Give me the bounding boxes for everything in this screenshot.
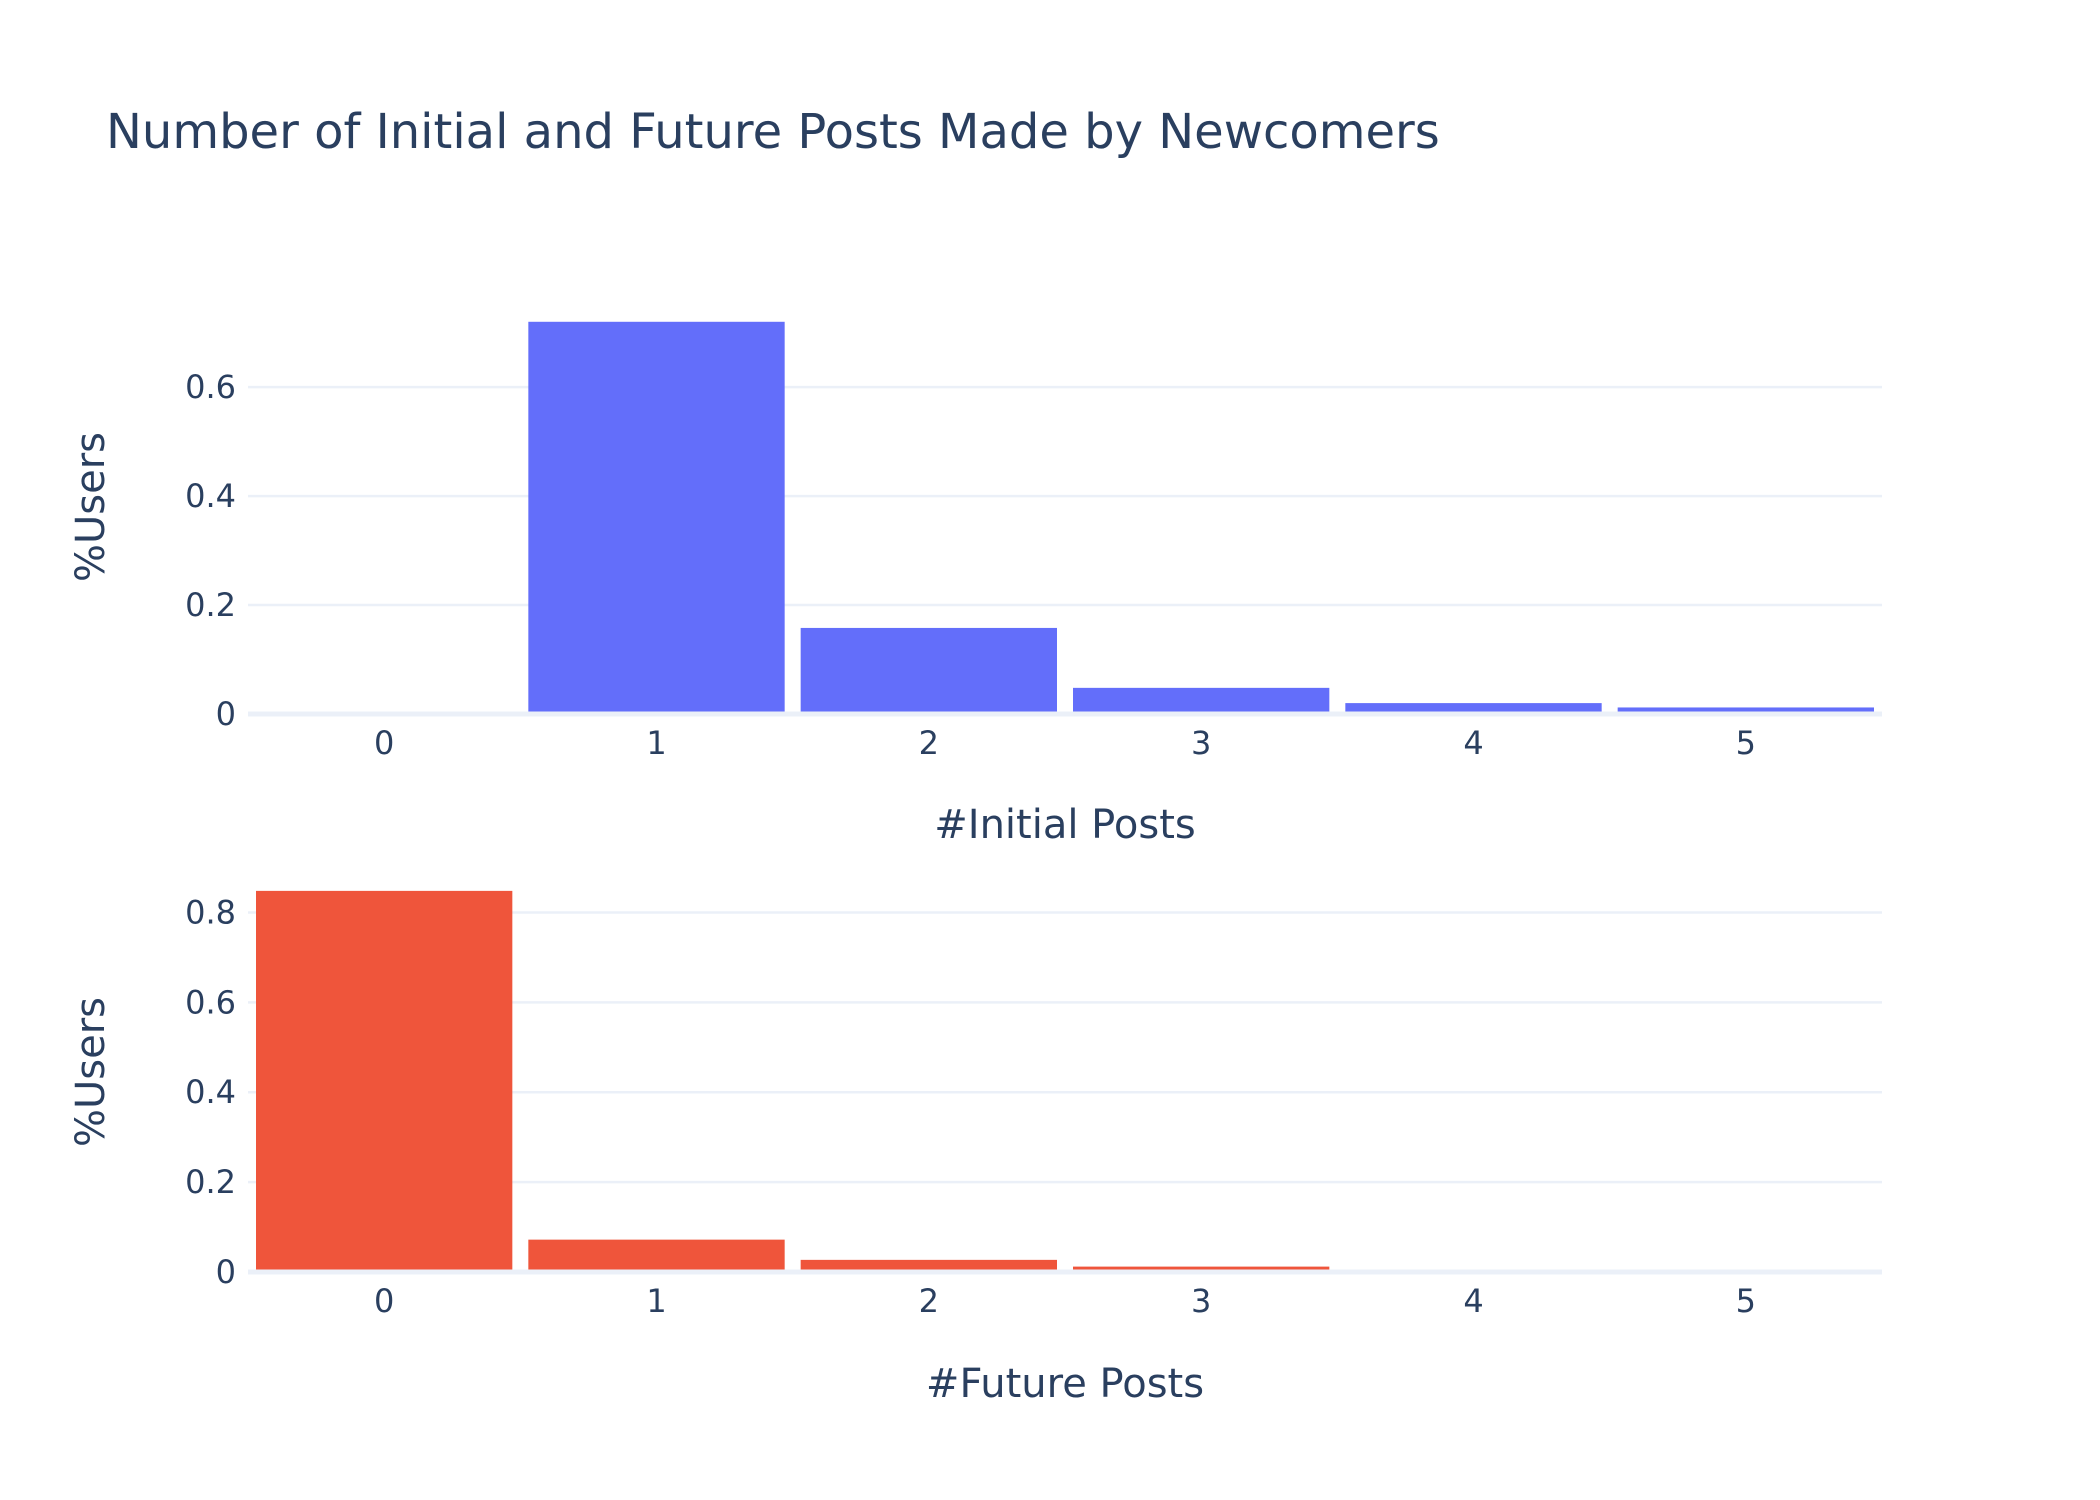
- bar-2[interactable]: [800, 627, 1057, 714]
- x-tick-label: 5: [1736, 724, 1756, 762]
- bar-1[interactable]: [528, 1239, 785, 1272]
- x-tick-label: 3: [1191, 724, 1211, 762]
- x-axis-title: #Future Posts: [926, 1361, 1204, 1407]
- x-tick-label: 4: [1463, 1282, 1483, 1320]
- y-axis-title: %Users: [68, 997, 114, 1147]
- x-tick-label: 5: [1736, 1282, 1756, 1320]
- y-tick-label: 0.2: [185, 1163, 236, 1201]
- bar-2[interactable]: [800, 1259, 1057, 1272]
- x-axis-title: #Initial Posts: [934, 802, 1195, 848]
- bar-3[interactable]: [1073, 1266, 1330, 1272]
- y-tick-label: 0.6: [185, 368, 236, 406]
- x-tick-label: 1: [646, 1282, 666, 1320]
- x-tick-label: 3: [1191, 1282, 1211, 1320]
- bar-4[interactable]: [1345, 703, 1602, 714]
- top-subplot: 0 0.2 0.4 0.6 0 1 2 3 4 5 #Initial Posts %Users: [68, 321, 1882, 848]
- bar-0[interactable]: [256, 890, 513, 1272]
- bar-3[interactable]: [1073, 687, 1330, 714]
- y-tick-label: 0.4: [185, 1073, 236, 1111]
- x-tick-label: 2: [919, 1282, 939, 1320]
- x-tick-label: 0: [374, 1282, 394, 1320]
- bar-5[interactable]: [1617, 707, 1874, 714]
- x-tick-label: 2: [919, 724, 939, 762]
- bar-1[interactable]: [528, 321, 785, 714]
- y-axis-title: %Users: [68, 432, 114, 582]
- y-tick-label: 0: [216, 695, 236, 733]
- y-tick-label: 0.2: [185, 586, 236, 624]
- chart-title: Number of Initial and Future Posts Made …: [106, 104, 1440, 160]
- bottom-subplot: 0 0.2 0.4 0.6 0.8 0 1 2 3 4 5 #Future Posts %Users: [68, 890, 1882, 1407]
- y-tick-label: 0: [216, 1253, 236, 1291]
- x-tick-label: 4: [1463, 724, 1483, 762]
- y-tick-label: 0.6: [185, 983, 236, 1021]
- y-tick-label: 0.4: [185, 477, 236, 515]
- x-tick-label: 1: [646, 724, 666, 762]
- x-tick-label: 0: [374, 724, 394, 762]
- y-tick-label: 0.8: [185, 893, 236, 931]
